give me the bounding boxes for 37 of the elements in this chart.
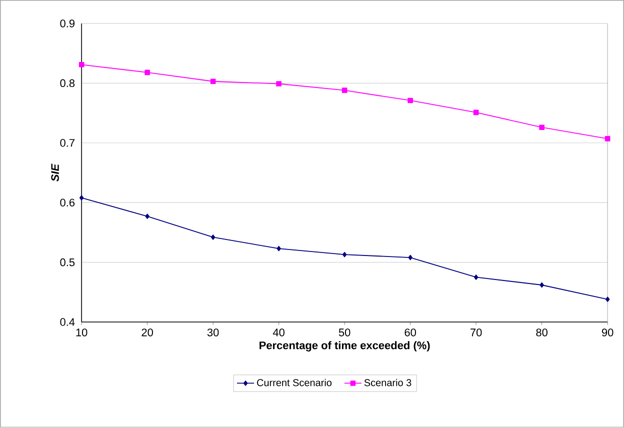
point bbox=[276, 246, 281, 252]
x-tick-label: 30 bbox=[207, 328, 219, 337]
point bbox=[79, 195, 84, 201]
x-tick-label: 40 bbox=[272, 328, 284, 337]
y-tick-label: 0.7 bbox=[60, 139, 74, 147]
point bbox=[342, 88, 348, 94]
point bbox=[144, 70, 150, 76]
point bbox=[408, 255, 412, 260]
point bbox=[473, 110, 479, 116]
y-tick-label: 0.9 bbox=[60, 20, 75, 28]
point bbox=[408, 98, 413, 104]
point bbox=[276, 81, 282, 87]
y-tick-label: 0.8 bbox=[60, 79, 75, 88]
point bbox=[78, 62, 84, 68]
point bbox=[539, 124, 544, 130]
point bbox=[540, 282, 544, 288]
point bbox=[145, 214, 150, 220]
point bbox=[605, 296, 610, 302]
point bbox=[342, 252, 347, 258]
y-tick-label: 0.4 bbox=[60, 318, 75, 326]
point bbox=[210, 234, 216, 240]
x-tick-label: 70 bbox=[470, 328, 482, 337]
x-tick-label: 60 bbox=[404, 328, 416, 337]
point bbox=[210, 78, 216, 84]
x-tick-label: 90 bbox=[602, 328, 614, 337]
y-tick-label: 0.5 bbox=[60, 258, 75, 266]
y-axis-title: SIE bbox=[51, 164, 59, 182]
x-tick-label: 80 bbox=[536, 328, 548, 337]
point bbox=[474, 274, 478, 280]
x-axis-title: Percentage of time exceeded (%) bbox=[260, 341, 430, 352]
legend-label: Scenario 3 bbox=[364, 379, 412, 386]
x-tick-label: 20 bbox=[142, 328, 153, 337]
x-tick-label: 10 bbox=[76, 328, 88, 337]
y-tick-label: 0.6 bbox=[60, 198, 75, 207]
point bbox=[604, 136, 610, 142]
x-tick-label: 50 bbox=[338, 328, 350, 337]
legend-label: Current Scenario bbox=[257, 379, 332, 386]
